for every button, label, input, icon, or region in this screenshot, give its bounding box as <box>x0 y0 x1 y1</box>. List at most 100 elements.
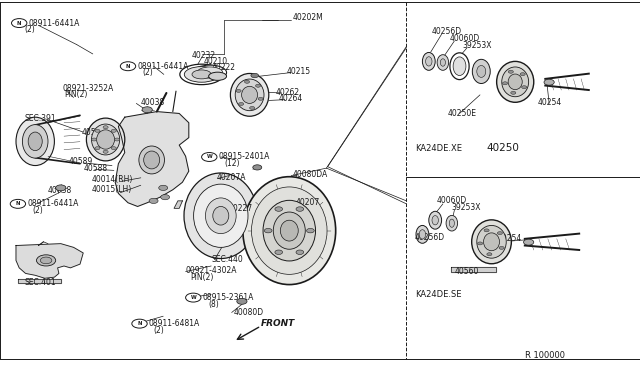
Circle shape <box>264 228 272 233</box>
Circle shape <box>275 207 283 211</box>
Circle shape <box>56 185 66 191</box>
Text: 08915-2401A: 08915-2401A <box>219 153 270 161</box>
Circle shape <box>255 84 260 87</box>
Text: 40202M: 40202M <box>293 13 324 22</box>
Circle shape <box>275 250 283 254</box>
Text: 40038: 40038 <box>48 186 72 195</box>
Ellipse shape <box>193 184 248 247</box>
Circle shape <box>236 89 241 92</box>
Circle shape <box>142 107 152 113</box>
Circle shape <box>12 19 27 28</box>
Circle shape <box>502 82 508 85</box>
Text: 40232: 40232 <box>192 51 216 60</box>
Polygon shape <box>115 112 189 206</box>
Circle shape <box>237 298 247 304</box>
Polygon shape <box>174 201 182 208</box>
Text: PIN(2): PIN(2) <box>191 273 214 282</box>
Circle shape <box>307 228 314 233</box>
Text: 40588: 40588 <box>83 164 108 173</box>
Polygon shape <box>451 267 496 272</box>
Text: KA24DE.XE: KA24DE.XE <box>415 144 461 153</box>
Circle shape <box>159 185 168 190</box>
Text: 40254: 40254 <box>498 234 522 243</box>
Circle shape <box>120 62 136 71</box>
Text: (2): (2) <box>142 68 153 77</box>
Ellipse shape <box>280 220 298 241</box>
Text: 39253X: 39253X <box>463 41 492 50</box>
Text: 40262: 40262 <box>275 88 300 97</box>
Circle shape <box>508 70 513 73</box>
Circle shape <box>111 147 116 150</box>
Circle shape <box>103 126 108 129</box>
Text: SEC.401: SEC.401 <box>24 278 56 287</box>
Ellipse shape <box>432 216 438 225</box>
Circle shape <box>111 129 116 132</box>
Text: 40560: 40560 <box>454 267 479 276</box>
Text: 40264: 40264 <box>278 94 303 103</box>
Text: (2): (2) <box>154 326 164 335</box>
Text: 40207A: 40207A <box>216 173 246 182</box>
Ellipse shape <box>419 230 426 239</box>
Circle shape <box>10 199 26 208</box>
Circle shape <box>202 153 217 161</box>
Ellipse shape <box>92 124 120 155</box>
Text: W: W <box>207 154 212 160</box>
Ellipse shape <box>477 225 506 258</box>
Text: 40207: 40207 <box>296 198 320 207</box>
Text: 40254: 40254 <box>538 98 562 107</box>
Ellipse shape <box>184 173 257 259</box>
Text: 08911-6481A: 08911-6481A <box>148 319 200 328</box>
Text: 40250E: 40250E <box>448 109 477 118</box>
Circle shape <box>251 73 259 78</box>
Ellipse shape <box>86 118 125 161</box>
Ellipse shape <box>193 65 227 80</box>
Ellipse shape <box>16 117 54 166</box>
Text: 40215: 40215 <box>287 67 311 76</box>
Circle shape <box>92 138 97 141</box>
Circle shape <box>258 97 263 100</box>
Ellipse shape <box>263 200 316 261</box>
Text: 08921-3252A: 08921-3252A <box>63 84 114 93</box>
Ellipse shape <box>139 146 164 174</box>
Ellipse shape <box>242 86 258 103</box>
Text: 40015(LH): 40015(LH) <box>92 185 132 194</box>
Text: 40080DA: 40080DA <box>293 170 328 179</box>
Circle shape <box>95 147 100 150</box>
Text: 40227: 40227 <box>229 204 253 213</box>
Circle shape <box>524 239 534 245</box>
Ellipse shape <box>416 225 429 243</box>
Circle shape <box>115 138 120 141</box>
Text: 40256D: 40256D <box>432 27 462 36</box>
Ellipse shape <box>205 198 236 234</box>
Text: (2): (2) <box>24 25 35 34</box>
Circle shape <box>487 253 492 256</box>
Ellipse shape <box>236 79 264 111</box>
Ellipse shape <box>144 151 160 169</box>
Text: 39253X: 39253X <box>451 203 481 212</box>
Text: (12): (12) <box>224 159 239 168</box>
Text: 40222: 40222 <box>211 63 236 72</box>
Circle shape <box>522 86 527 89</box>
Ellipse shape <box>192 70 211 79</box>
Text: 40060D: 40060D <box>450 34 480 43</box>
Ellipse shape <box>437 55 449 70</box>
Circle shape <box>149 198 158 203</box>
Ellipse shape <box>472 220 511 264</box>
Text: 40038: 40038 <box>141 98 165 107</box>
Text: PIN(2): PIN(2) <box>64 90 88 99</box>
Ellipse shape <box>426 57 432 66</box>
Ellipse shape <box>36 255 56 266</box>
Ellipse shape <box>429 211 442 229</box>
Ellipse shape <box>484 233 499 251</box>
Ellipse shape <box>446 215 458 231</box>
Circle shape <box>161 195 170 200</box>
Ellipse shape <box>449 219 454 227</box>
Ellipse shape <box>243 177 336 285</box>
Text: 08915-2361A: 08915-2361A <box>203 293 254 302</box>
Text: 40210: 40210 <box>204 57 228 66</box>
Text: FRONT: FRONT <box>261 319 296 328</box>
Circle shape <box>477 242 483 245</box>
Text: N: N <box>17 20 22 26</box>
Text: N: N <box>137 321 142 326</box>
Text: 40014(RH): 40014(RH) <box>92 175 133 184</box>
